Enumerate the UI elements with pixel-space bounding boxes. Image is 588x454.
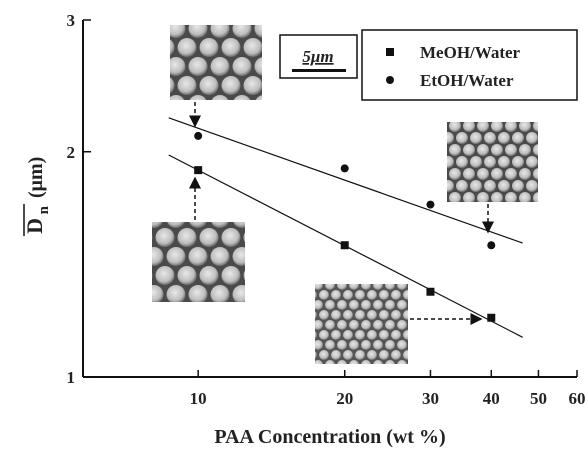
legend-marker [386,76,394,84]
x-tick-label: 10 [190,389,207,408]
x-tick-label: 20 [336,389,353,408]
point [426,201,434,209]
x-axis-label: PAA Concentration (wt %) [214,426,445,448]
y-tick-label: 1 [67,368,76,387]
scale-bar-label: 5μm [302,47,333,66]
y-tick-label: 2 [67,143,76,162]
point [194,132,202,140]
y-label-subscript: n [36,205,52,214]
x-tick-label: 30 [422,389,439,408]
micrograph [315,284,408,364]
x-tick-label: 40 [483,389,500,408]
micrograph [170,25,262,100]
point [341,241,349,249]
legend-marker [386,48,394,56]
micrograph [447,122,538,202]
point [487,314,495,322]
y-tick-label: 3 [67,11,76,30]
point [341,164,349,172]
point [426,288,434,296]
point [194,166,202,174]
scale-bar [292,69,346,72]
y-label-unit: (μm) [25,157,47,198]
y-axis-label: D n (μm) [22,157,52,236]
micrograph [152,222,245,302]
legend-label: EtOH/Water [420,71,514,90]
legend-label: MeOH/Water [420,43,521,62]
x-tick-label: 60 [569,389,586,408]
y-label-symbol: D [22,218,47,234]
x-tick-label: 50 [530,389,547,408]
chart: PAA Concentration (wt %) D n (μm) 5μm Me… [0,0,588,454]
point [487,241,495,249]
